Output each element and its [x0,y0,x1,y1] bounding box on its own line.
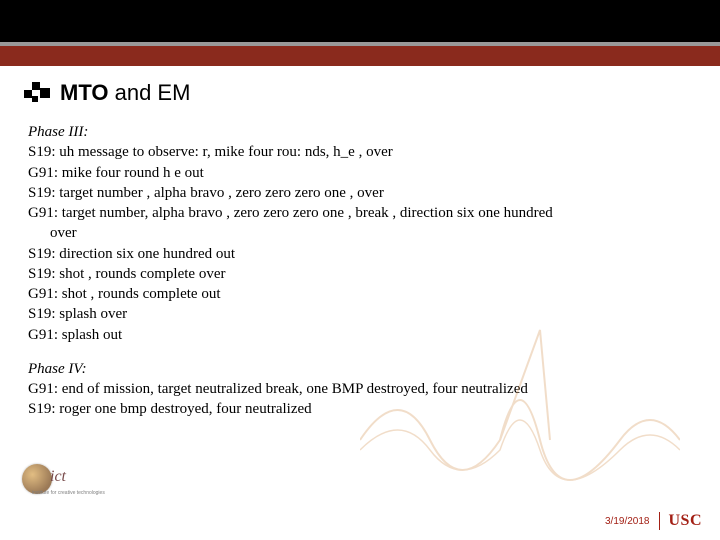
transcript-line: S19: shot , rounds complete over [28,264,692,284]
phase3-block: Phase III: S19: uh message to observe: r… [28,122,692,345]
transcript-line: G91: splash out [28,325,692,345]
phase4-label: Phase IV: [28,359,692,379]
ict-subtitle: institute for creative technologies [32,490,105,496]
title-squares-icon [24,82,52,104]
title-row: MTO and EM [0,66,720,116]
title-rest: and EM [108,80,190,105]
usc-logo-text: USC [659,512,702,530]
ict-logo: ict institute for creative technologies [22,460,86,504]
top-black-bar [0,0,720,46]
slide-title: MTO and EM [60,80,190,106]
phase3-label: Phase III: [28,122,692,142]
transcript-line: G91: target number, alpha bravo , zero z… [28,203,692,223]
phase4-block: Phase IV: G91: end of mission, target ne… [28,359,692,420]
transcript-line: G91: shot , rounds complete out [28,284,692,304]
transcript-line: S19: target number , alpha bravo , zero … [28,183,692,203]
ict-text: ict [50,468,66,486]
transcript-line: S19: direction six one hundred out [28,244,692,264]
transcript-line: G91: end of mission, target neutralized … [28,379,692,399]
title-bold: MTO [60,80,108,105]
footer: 3/19/2018 USC [605,512,702,530]
footer-date: 3/19/2018 [605,516,650,527]
transcript-line: G91: mike four round h e out [28,163,692,183]
transcript-line-indent: over [28,223,692,243]
content-area: Phase III: S19: uh message to observe: r… [0,116,720,420]
transcript-line: S19: splash over [28,304,692,324]
transcript-line: S19: roger one bmp destroyed, four neutr… [28,399,692,419]
transcript-line: S19: uh message to observe: r, mike four… [28,142,692,162]
red-band [0,46,720,66]
